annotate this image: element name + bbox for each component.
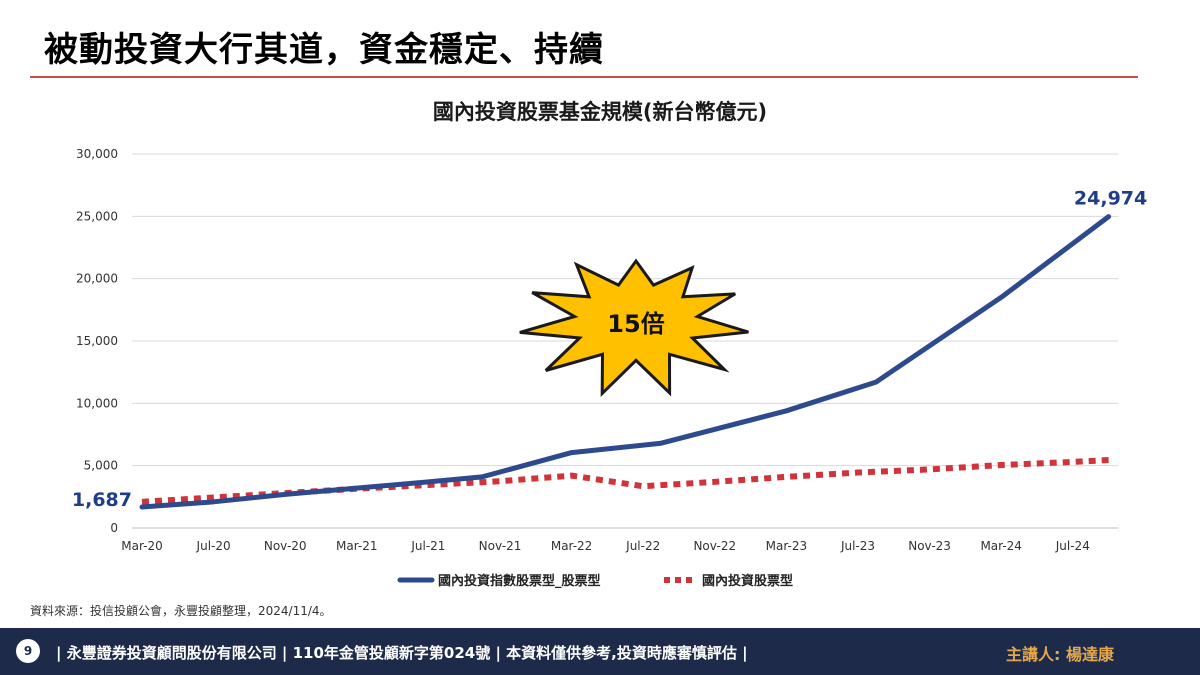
legend-label-equity: 國內投資股票型 bbox=[702, 573, 793, 589]
starburst-shape bbox=[519, 258, 749, 397]
x-tick-label: Nov-23 bbox=[908, 539, 951, 553]
x-tick-label: Jul-23 bbox=[840, 539, 875, 553]
page-number: 9 bbox=[16, 639, 40, 663]
line-chart: 0 5,000 10,000 15,000 20,000 25,000 30,000 Mar… bbox=[72, 147, 1147, 589]
x-tick-label: Nov-20 bbox=[264, 539, 307, 553]
chart-title: 國內投資股票基金規模(新台幣億元) bbox=[432, 100, 768, 124]
x-tick-label: Mar-21 bbox=[336, 539, 377, 553]
source-note: 資料來源：投信投顧公會，永豐投顧整理，2024/11/4。 bbox=[30, 604, 332, 618]
y-axis-ticks: 0 5,000 10,000 15,000 20,000 25,000 30,000 bbox=[76, 147, 118, 535]
x-tick-label: Jul-21 bbox=[410, 539, 445, 553]
x-tick-label: Mar-24 bbox=[980, 539, 1021, 553]
x-tick-label: Mar-22 bbox=[551, 539, 592, 553]
x-tick-label: Jul-20 bbox=[196, 539, 231, 553]
footer-bar: 9 | 永豐證券投資顧問股份有限公司 | 110年金管投顧新字第024號 | 本… bbox=[0, 628, 1200, 675]
legend-label-index-equity: 國內投資指數股票型_股票型 bbox=[438, 573, 601, 589]
x-tick-label: Jul-22 bbox=[625, 539, 660, 553]
presenter-name: 主講人: 楊達康 bbox=[1006, 645, 1114, 664]
burst-label: 15倍 bbox=[607, 310, 664, 338]
burst-callout: 15倍 bbox=[519, 258, 749, 397]
x-tick-label: Nov-21 bbox=[479, 539, 522, 553]
footer-disclaimer: | 永豐證券投資顧問股份有限公司 | 110年金管投顧新字第024號 | 本資料… bbox=[56, 644, 748, 662]
title-divider bbox=[30, 76, 1138, 78]
x-axis-ticks: Mar-20 Jul-20 Nov-20 Mar-21 Jul-21 Nov-21 Mar-… bbox=[121, 539, 1090, 553]
legend: 國內投資指數股票型_股票型 國內投資股票型 bbox=[397, 573, 793, 589]
y-tick-label: 20,000 bbox=[76, 272, 118, 286]
y-tick-label: 25,000 bbox=[76, 209, 118, 223]
x-tick-label: Nov-22 bbox=[693, 539, 736, 553]
y-tick-label: 0 bbox=[110, 521, 118, 535]
x-tick-label: Jul-24 bbox=[1055, 539, 1090, 553]
start-value-label: 1,687 bbox=[72, 489, 132, 511]
y-tick-label: 10,000 bbox=[76, 396, 118, 410]
series-line-equity bbox=[141, 457, 1109, 505]
y-tick-label: 5,000 bbox=[84, 459, 118, 473]
series-line-index-equity bbox=[139, 214, 1112, 510]
slide-title: 被動投資大行其道，資金穩定、持續 bbox=[44, 30, 604, 70]
end-value-label: 24,974 bbox=[1074, 188, 1147, 210]
y-tick-label: 30,000 bbox=[76, 147, 118, 161]
series-lines bbox=[139, 214, 1112, 510]
x-tick-label: Mar-23 bbox=[766, 539, 807, 553]
y-tick-label: 15,000 bbox=[76, 334, 118, 348]
x-tick-label: Mar-20 bbox=[121, 539, 162, 553]
